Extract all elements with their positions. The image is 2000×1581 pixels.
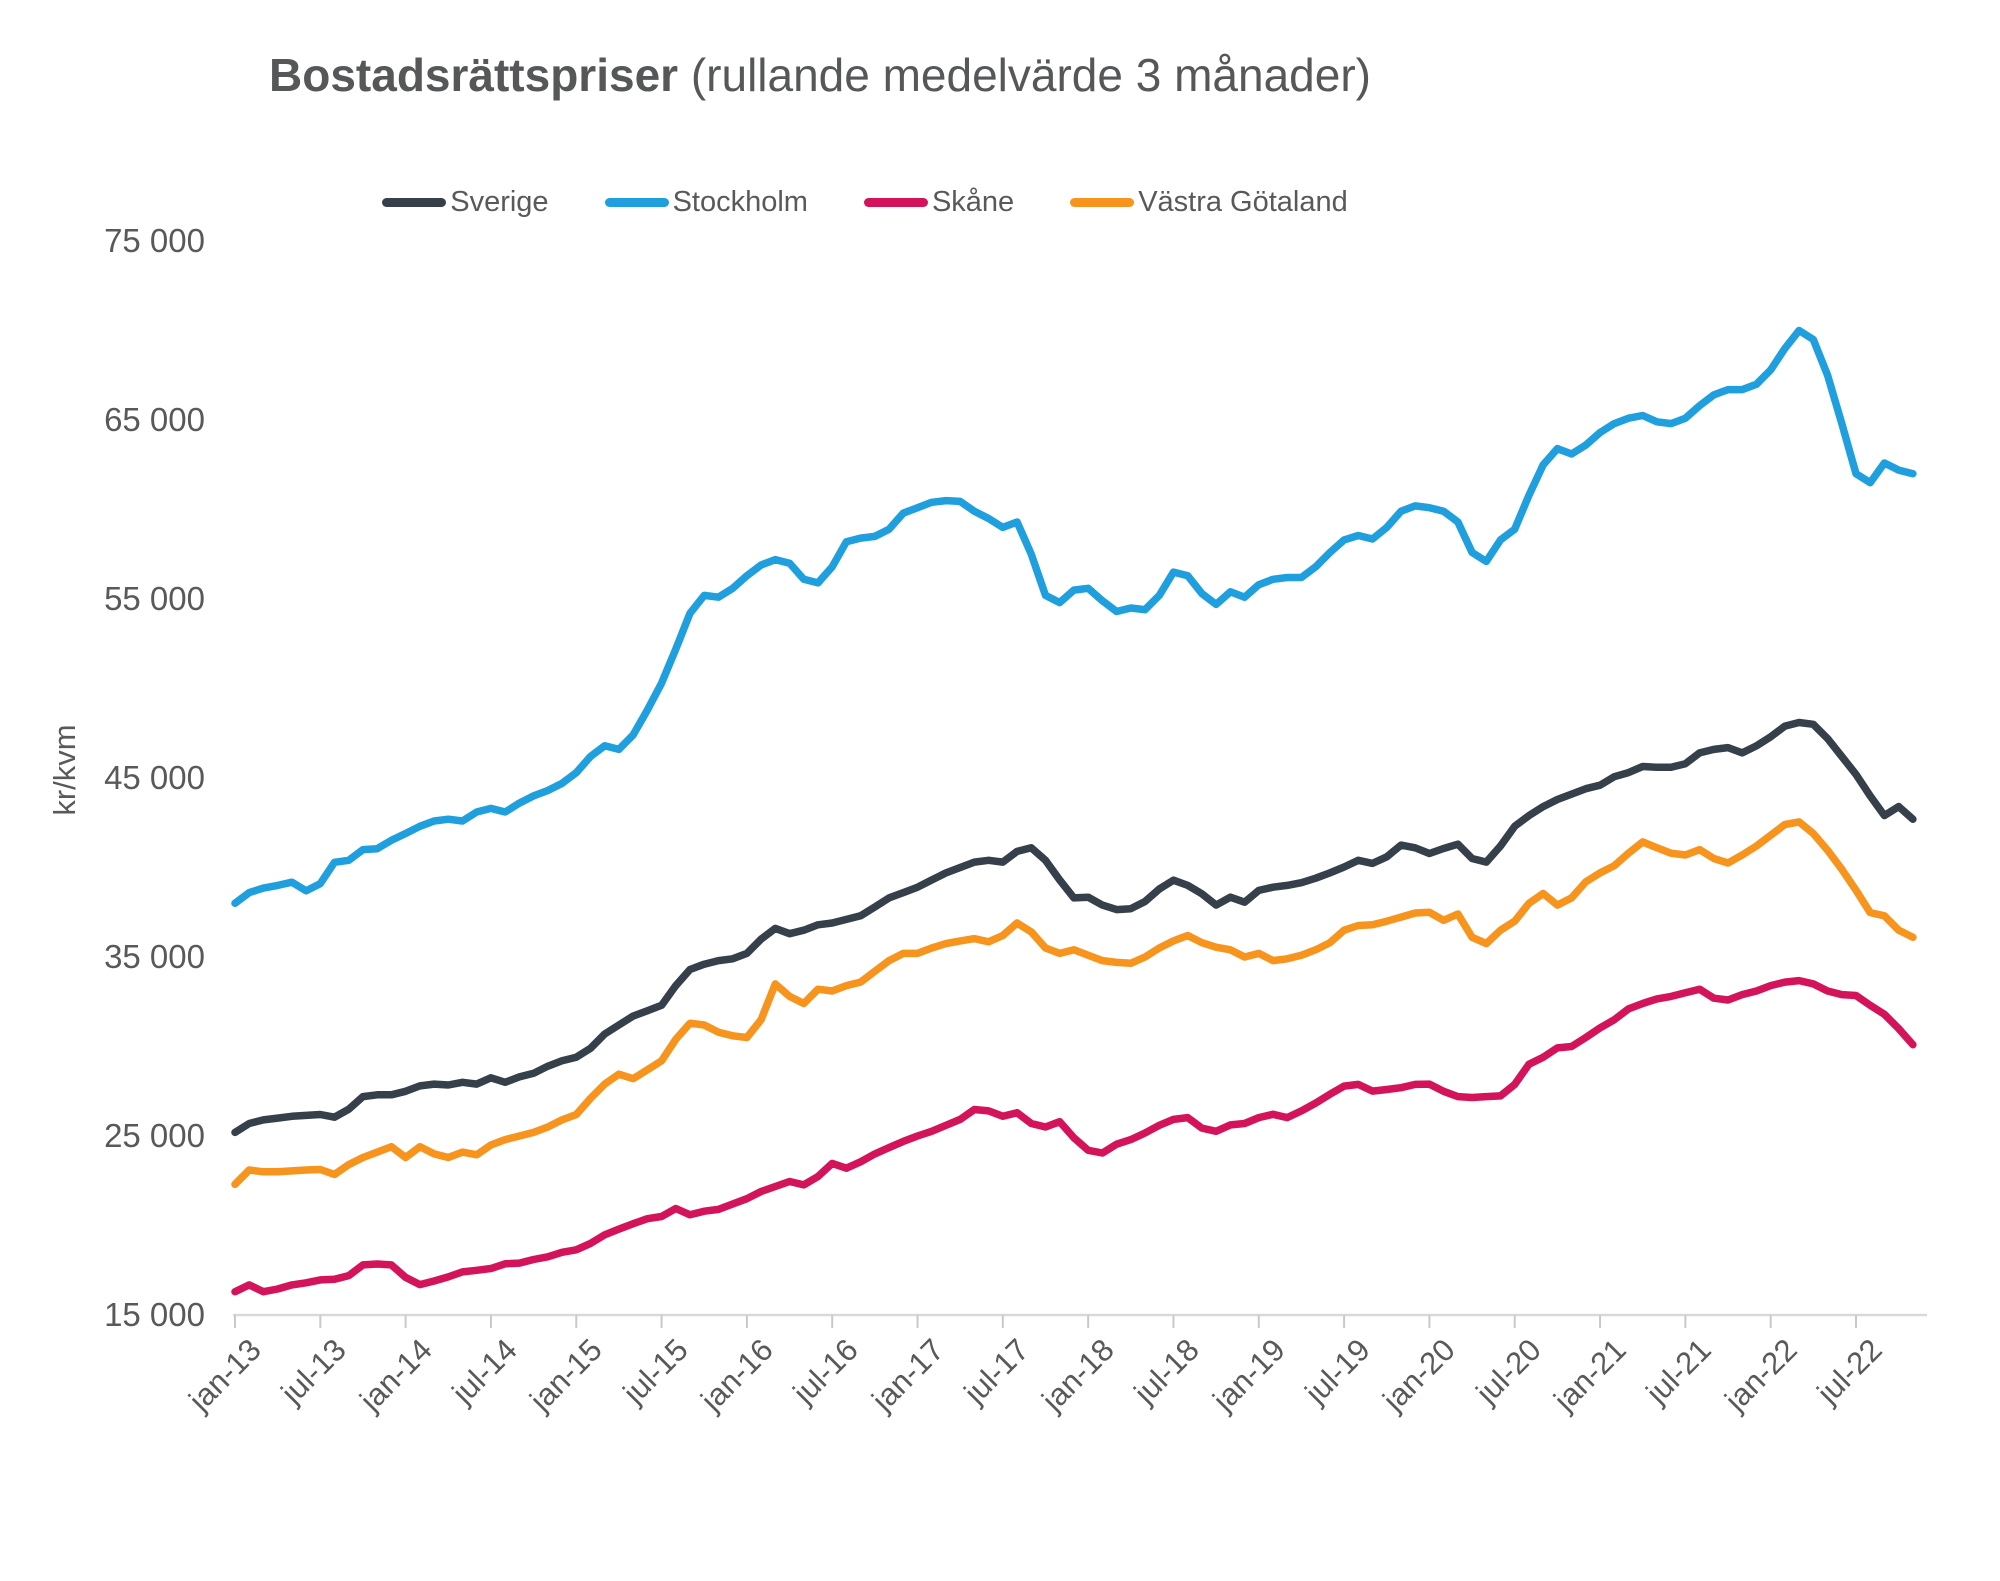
legend-item-vastra-gotaland: Västra Götaland (1070, 186, 1348, 219)
legend-label-stockholm: Stockholm (672, 186, 808, 218)
legend: Sverige Stockholm Skåne Västra Götaland (0, 186, 1730, 219)
legend-item-stockholm: Stockholm (604, 186, 808, 219)
legend-label-sverige: Sverige (450, 186, 549, 218)
y-axis-label-25000: 25 000 (104, 1117, 205, 1154)
legend-swatch-vastra-gotaland (1070, 198, 1135, 207)
y-axis-label-75000: 75 000 (104, 222, 205, 259)
y-axis-label-35000: 35 000 (104, 938, 205, 975)
legend-swatch-stockholm (604, 198, 669, 207)
chart-title-bold: Bostadsrättspriser (269, 49, 679, 101)
legend-item-sverige: Sverige (382, 186, 549, 219)
chart-title-subtitle: (rullande medelvärde 3 månader) (678, 49, 1371, 101)
legend-swatch-skane (863, 198, 928, 207)
series-line-sk-ne (231, 976, 1917, 1296)
series-line-stockholm (231, 326, 1917, 908)
y-axis-label-65000: 65 000 (104, 401, 205, 438)
legend-label-skane: Skåne (931, 186, 1015, 218)
legend-swatch-sverige (382, 198, 447, 207)
legend-item-skane: Skåne (863, 186, 1015, 219)
y-axis-label-45000: 45 000 (104, 759, 205, 796)
y-axis-label-55000: 55 000 (104, 580, 205, 617)
legend-label-vastra-gotaland: Västra Götaland (1138, 186, 1348, 218)
series-line-sverige (231, 718, 1917, 1137)
chart-title: Bostadsrättspriser (rullande medelvärde … (0, 48, 1640, 102)
y-axis-label-15000: 15 000 (104, 1296, 205, 1333)
series-line-v-stra-g-taland (231, 818, 1917, 1189)
